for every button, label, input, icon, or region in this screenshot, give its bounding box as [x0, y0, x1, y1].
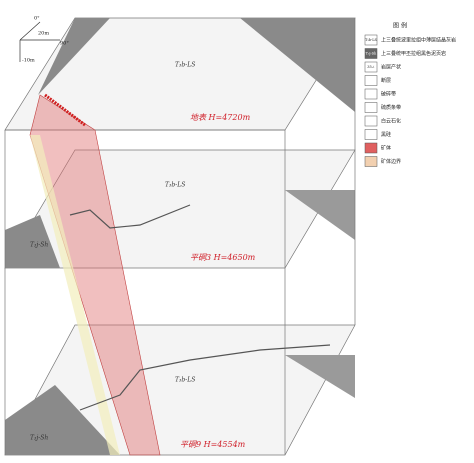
ore-boundary [30, 135, 120, 455]
legend-title: 图 例 [393, 22, 407, 30]
adit-9 [79, 344, 331, 411]
plane-adit9 [4, 324, 356, 456]
legend-label: 岩层产状 [381, 64, 401, 71]
scale-depth: -10m [22, 58, 35, 64]
rock-label: T₃b-LS [165, 182, 185, 189]
legend-swatch [364, 102, 378, 113]
legend-swatch [364, 129, 378, 140]
legend-swatch [364, 61, 378, 73]
level-label: 地表 H=4720m [190, 113, 251, 122]
legend-label: 上三叠统甲丕拉组黑色泥页岩 [381, 50, 446, 57]
scale-distance: 20m [38, 31, 49, 37]
scale-ninety: 90° [60, 41, 69, 47]
legend-code: 35∠ [367, 65, 374, 69]
legend-label: 黑硅 [381, 131, 391, 138]
shale-label: T₃j-Sh [30, 242, 48, 249]
scale: 0° 20m 90° -10m [19, 16, 69, 64]
shale-label: T₃j-Sh [30, 435, 48, 442]
adit-3 [69, 204, 191, 229]
legend-label: 硫质条带 [381, 104, 401, 111]
legend-swatch [364, 48, 378, 59]
legend: 图 例 T₃b-LS 上三叠统波里拉组中薄层结晶灰岩 T₃j-Sh 上三叠统甲丕拉组黑… [364, 22, 456, 167]
rock-label: T₃b-LS [175, 377, 195, 384]
legend-label: 矿体边界 [381, 158, 401, 165]
legend-code: T₃b-LS [365, 38, 377, 42]
legend-swatch [364, 115, 378, 127]
legend-swatch [364, 142, 378, 154]
ore-surface [44, 93, 86, 127]
legend-swatch [364, 88, 378, 100]
legend-swatch [364, 75, 378, 86]
legend-label: 断层 [381, 77, 391, 84]
legend-code: T₃j-Sh [366, 52, 377, 56]
scale-zero: 0° [34, 16, 40, 22]
legend-swatch [364, 156, 378, 167]
legend-label: 上三叠统波里拉组中薄层结晶灰岩 [381, 37, 456, 44]
rock-label: T₃b-LS [175, 62, 195, 69]
legend-label: 破碎带 [381, 91, 396, 98]
legend-swatch [364, 34, 378, 46]
level-label: 平硐3 H=4650m [190, 253, 256, 262]
legend-label: 矿体 [381, 145, 391, 152]
box-edges [4, 18, 356, 455]
level-label: 平硐9 H=4554m [180, 440, 246, 449]
plane-surface [4, 17, 356, 131]
legend-label: 白云石化 [381, 118, 401, 125]
ore-body [29, 94, 161, 456]
